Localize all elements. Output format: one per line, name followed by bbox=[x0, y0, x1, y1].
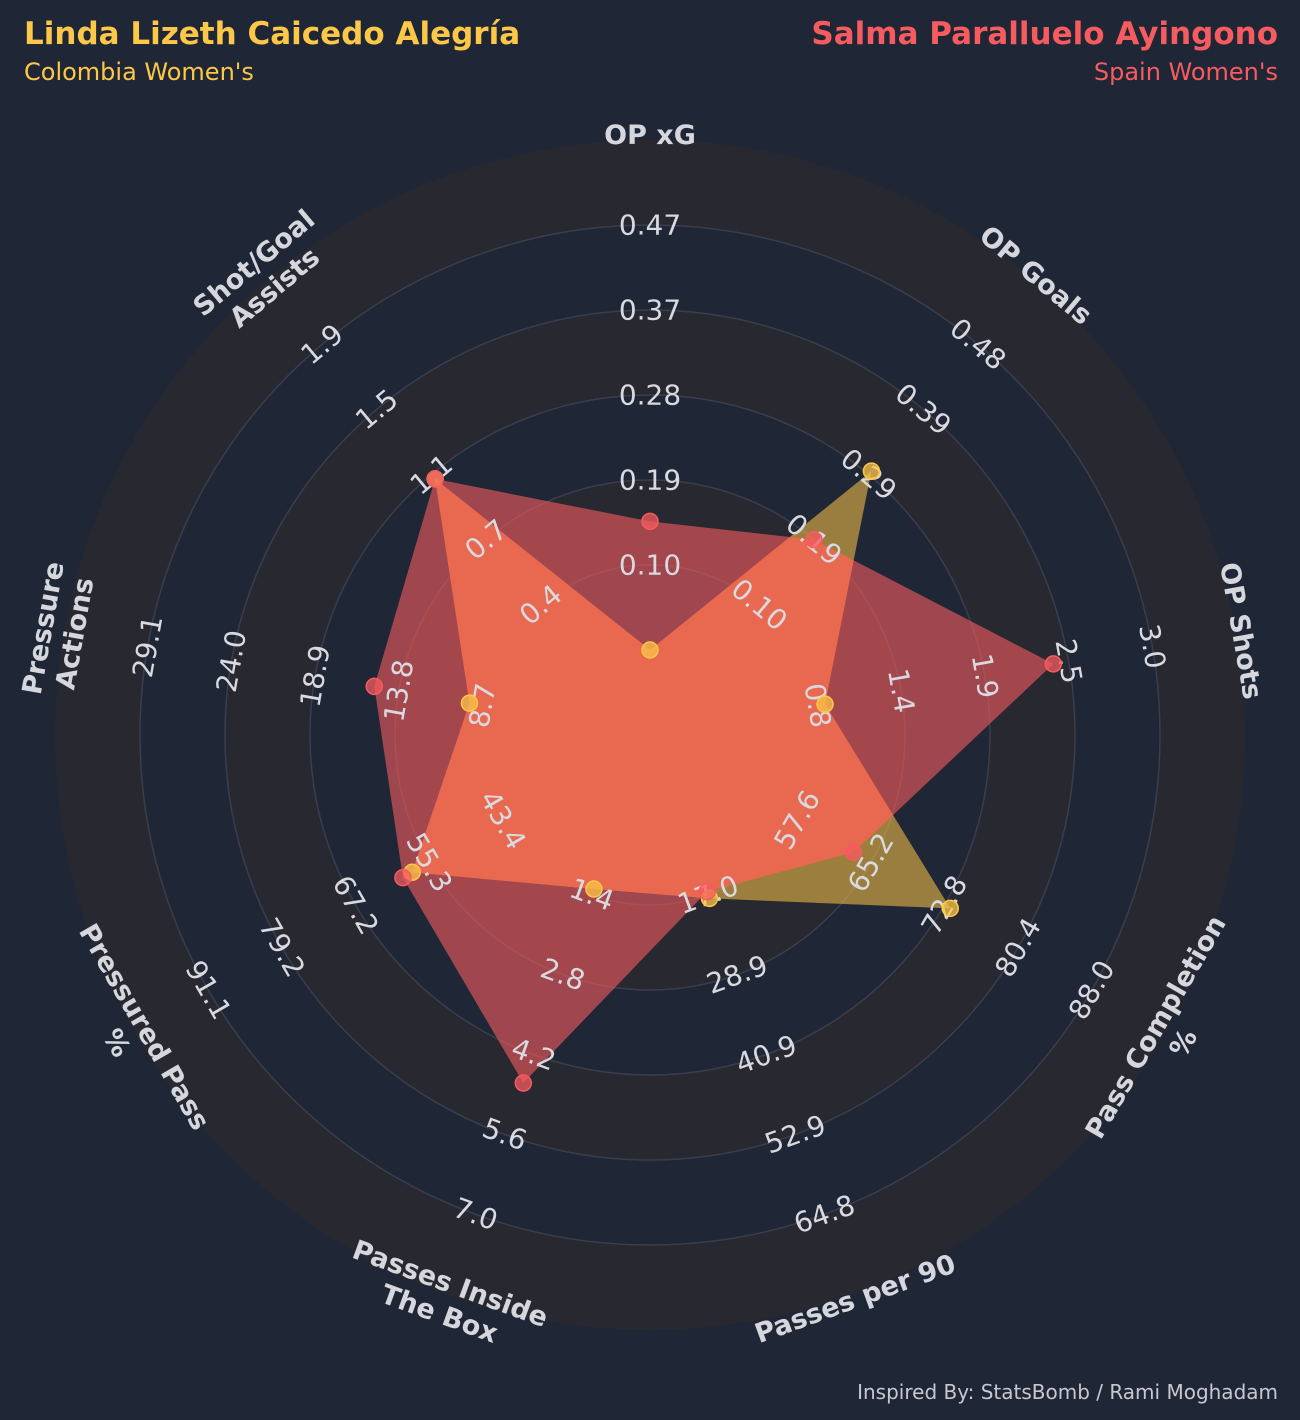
tick-label: 0.37 bbox=[619, 294, 681, 327]
credit-text: Inspired By: StatsBomb / Rami Moghadam bbox=[857, 1380, 1278, 1404]
tick-label: 1.4 bbox=[881, 666, 921, 716]
grid-circle bbox=[309, 394, 991, 1076]
data-point-player1 bbox=[862, 462, 881, 480]
data-point-player2 bbox=[805, 530, 823, 549]
data-point-player1 bbox=[641, 641, 659, 659]
data-point-player2 bbox=[365, 677, 384, 696]
player2-name: Salma Paralluelo Ayingono bbox=[811, 16, 1278, 52]
player1-team: Colombia Women's bbox=[24, 58, 254, 86]
tick-label: 0.10 bbox=[619, 549, 681, 582]
data-point-player2 bbox=[844, 843, 863, 862]
data-point-player2 bbox=[514, 1074, 533, 1092]
data-point-player2 bbox=[641, 512, 659, 531]
param-label: OP xG bbox=[604, 120, 696, 151]
grid-circle bbox=[224, 309, 1076, 1161]
tick-label: 1.9 bbox=[965, 651, 1005, 701]
player1-name: Linda Lizeth Caicedo Alegría bbox=[24, 16, 521, 52]
tick-label: 3.0 bbox=[1132, 622, 1172, 672]
data-point-player1 bbox=[460, 694, 479, 712]
tick-label: 0.28 bbox=[619, 379, 681, 412]
player2-team: Spain Women's bbox=[1093, 58, 1278, 86]
data-point-player2 bbox=[698, 882, 716, 901]
data-point-player1 bbox=[941, 899, 960, 918]
data-point-player2 bbox=[394, 868, 412, 887]
data-point-player1 bbox=[816, 695, 834, 713]
data-point-player1 bbox=[585, 880, 603, 898]
tick-label: 0.19 bbox=[619, 464, 681, 497]
grid-circle bbox=[139, 224, 1161, 1246]
data-point-player2 bbox=[426, 470, 444, 488]
tick-label: 0.47 bbox=[619, 209, 681, 242]
data-point-player2 bbox=[1044, 655, 1063, 673]
